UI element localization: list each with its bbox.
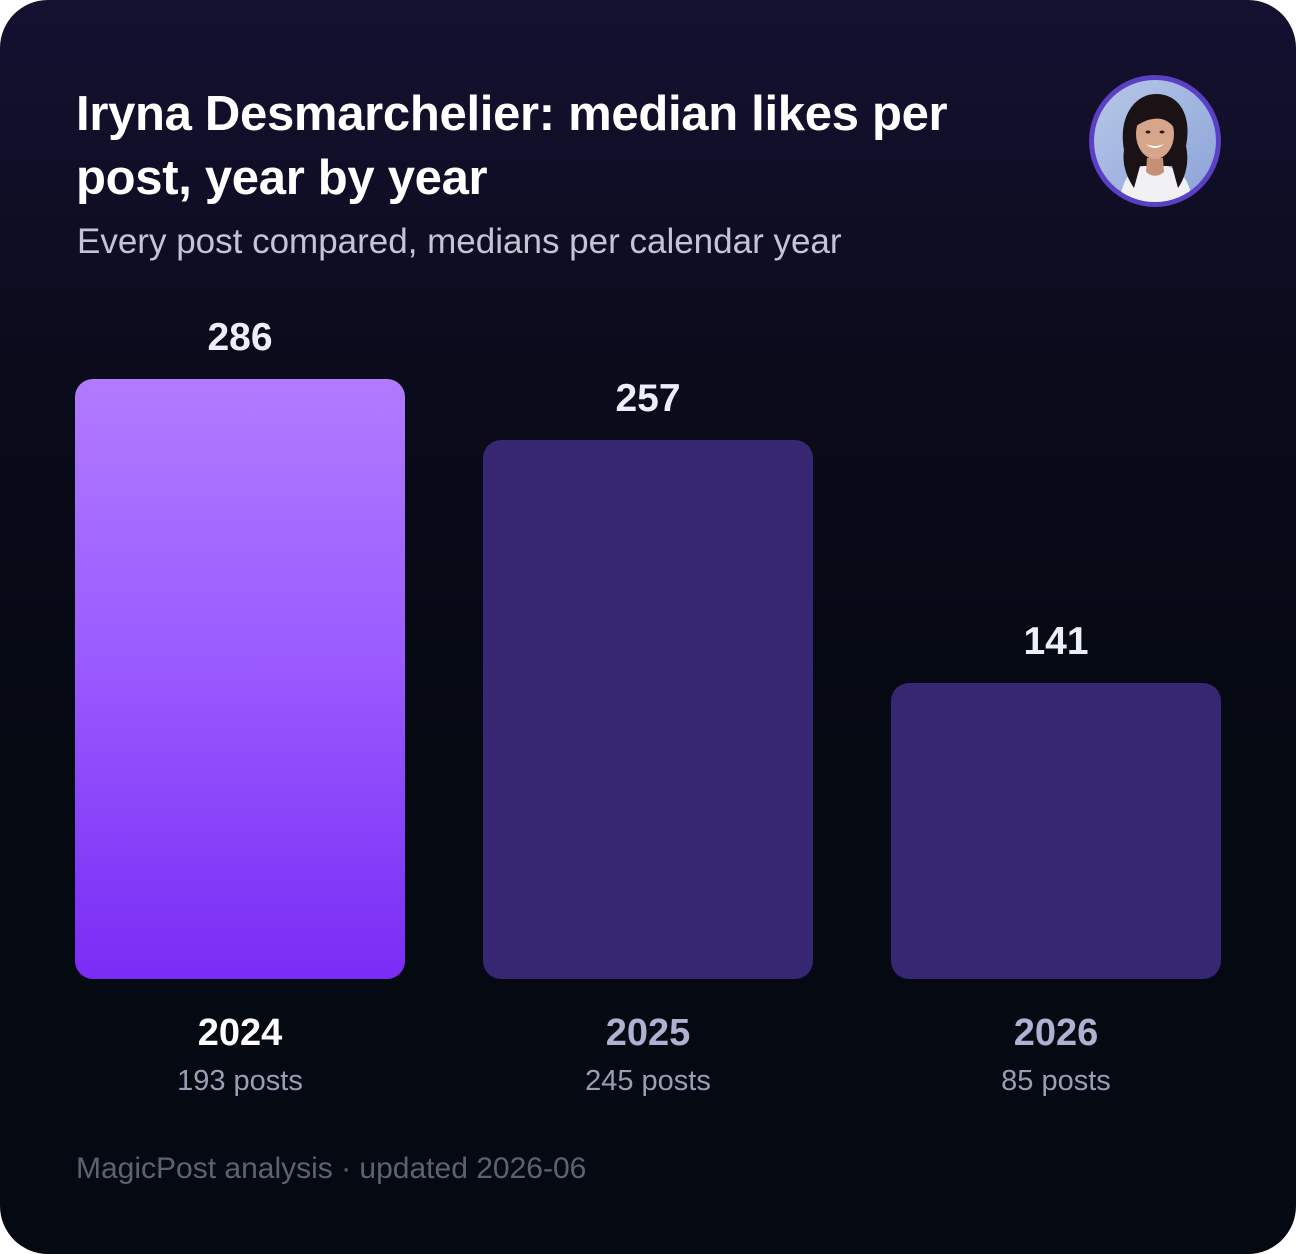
bar-2025 (483, 440, 813, 979)
post-count-label-2026: 85 posts (1001, 1065, 1111, 1097)
category-label-2026: 2026 (1013, 1012, 1099, 1054)
value-label-2026: 141 (1023, 620, 1089, 663)
avatar (1089, 75, 1221, 207)
post-count-label-2025: 245 posts (585, 1065, 711, 1097)
post-count-label-2024: 193 posts (177, 1065, 303, 1097)
chart-subtitle: Every post compared, medians per calenda… (77, 222, 842, 261)
profile-photo-icon (1094, 80, 1216, 202)
bar-2024 (75, 379, 405, 979)
bar-2026 (891, 683, 1221, 979)
value-label-2024: 286 (207, 316, 273, 359)
chart-title: Iryna Desmarchelier: median likes per po… (76, 87, 948, 205)
value-label-2025: 257 (615, 377, 681, 420)
category-label-2025: 2025 (605, 1012, 691, 1054)
category-label-2024: 2024 (197, 1012, 283, 1054)
footer-credit: MagicPost analysis · updated 2026-06 (76, 1152, 587, 1185)
